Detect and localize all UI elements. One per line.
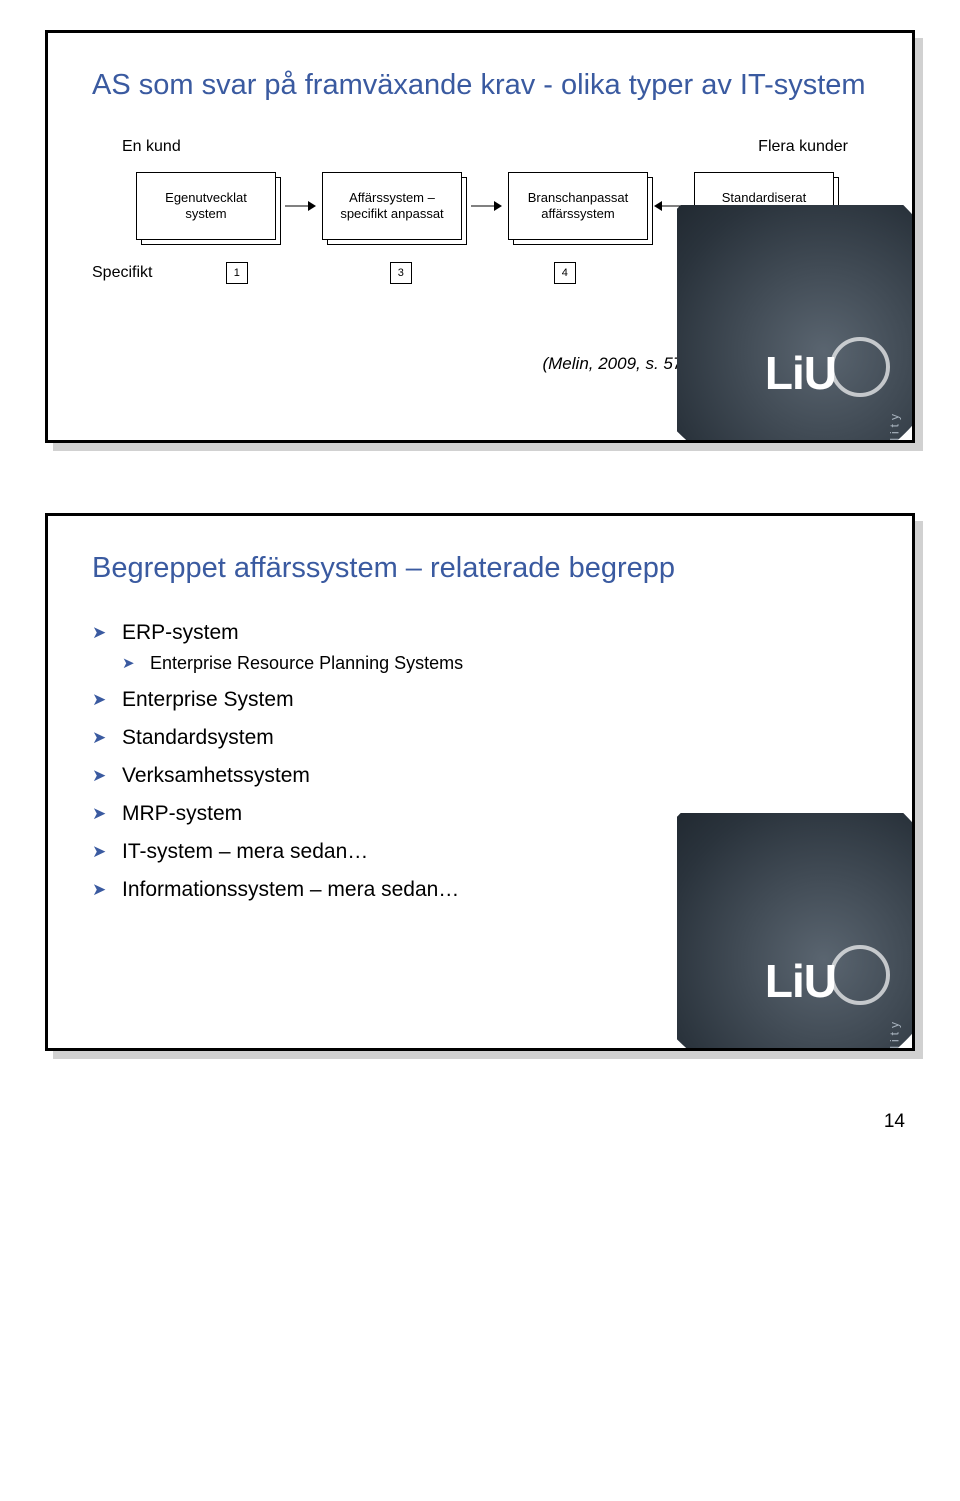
tagline: expanding reality: [888, 410, 902, 440]
bullet-standardsystem: Standardsystem: [92, 726, 878, 750]
bullet-label: Enterprise Resource Planning Systems: [150, 653, 463, 673]
bullet-list: ERP-system Enterprise Resource Planning …: [92, 621, 878, 902]
box-branschanpassat: Branschanpassataffärssystem: [508, 172, 648, 240]
slide-title: Begreppet affärssystem – relaterade begr…: [92, 550, 878, 587]
bullet-verksamhetssystem: Verksamhetssystem: [92, 764, 878, 788]
bullet-label: Informationssystem – mera sedan…: [122, 878, 459, 901]
logo-text: LiU: [765, 955, 836, 1007]
bullet-label: Verksamhetssystem: [122, 764, 310, 787]
slide-title: AS som svar på framväxande krav - olika …: [92, 67, 878, 104]
bullet-label: ERP-system: [122, 621, 239, 644]
bullet-label: IT-system – mera sedan…: [122, 840, 368, 863]
bullet-label: Enterprise System: [122, 688, 294, 711]
bullet-erp-system: ERP-system Enterprise Resource Planning …: [92, 621, 878, 674]
box-label: Egenutvecklatsystem: [136, 172, 276, 240]
bullet-label: MRP-system: [122, 802, 242, 825]
order-box-1: 1: [226, 262, 248, 284]
box-label: Branschanpassataffärssystem: [508, 172, 648, 240]
label-en-kund: En kund: [122, 138, 181, 156]
box-label: Affärssystem –specifikt anpassat: [322, 172, 462, 240]
sub-bullet-erp-expansion: Enterprise Resource Planning Systems: [122, 653, 878, 674]
bullet-mrp-system: MRP-system: [92, 802, 878, 826]
box-affarssystem-specifikt: Affärssystem –specifikt anpassat: [322, 172, 462, 240]
logo-ring-icon: [830, 945, 890, 1005]
order-box-3: 3: [390, 262, 412, 284]
slide-2: Begreppet affärssystem – relaterade begr…: [45, 513, 915, 1051]
top-labels-row: En kund Flera kunder: [92, 138, 878, 166]
tagline: expanding reality: [888, 1018, 902, 1048]
box-egenutvecklat: Egenutvecklatsystem: [136, 172, 276, 240]
liu-logo: LiU: [765, 945, 890, 1008]
bullet-informationssystem: Informationssystem – mera sedan…: [92, 878, 878, 902]
axis-right-label: Generellt: [813, 264, 878, 282]
arrow-right-icon: [282, 199, 316, 213]
arrow-left-icon: [654, 199, 688, 213]
box-label: Standardiserataffärssystem: [694, 172, 834, 240]
axis-left-label: Specifikt: [92, 264, 152, 282]
arrow-right-icon: [468, 199, 502, 213]
number-boxes: 1 3 4 2: [160, 262, 805, 284]
bullet-label: Standardsystem: [122, 726, 274, 749]
label-flera-kunder: Flera kunder: [758, 138, 848, 156]
box-standardiserat: Standardiserataffärssystem: [694, 172, 834, 240]
citation-text: (Melin, 2009, s. 57): [92, 354, 878, 374]
axis-row: Specifikt 1 3 4 2 Generellt: [92, 262, 878, 284]
order-box-2: 2: [718, 262, 740, 284]
slide-1: AS som svar på framväxande krav - olika …: [45, 30, 915, 443]
bullet-it-system: IT-system – mera sedan…: [92, 840, 878, 864]
order-box-4: 4: [554, 262, 576, 284]
bullet-enterprise-system: Enterprise System: [92, 688, 878, 712]
page-number: 14: [45, 1111, 915, 1133]
diagram-boxes-row: Egenutvecklatsystem Affärssystem –specif…: [92, 172, 878, 240]
